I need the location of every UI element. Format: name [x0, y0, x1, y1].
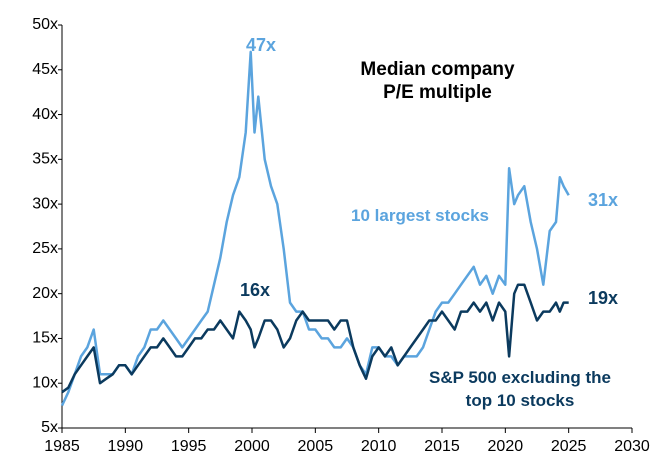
series-line	[60, 50, 570, 407]
series-line	[61, 283, 569, 394]
y-tick-label: 50x	[32, 16, 58, 33]
x-tick-label: 1990	[108, 438, 144, 455]
y-tick-label: 10x	[32, 374, 58, 391]
y-tick-label: 35x	[32, 151, 58, 168]
y-tick-label: 25x	[32, 240, 58, 257]
y-tick-label: 45x	[32, 61, 58, 78]
x-tick-label: 2015	[424, 438, 460, 455]
x-tick-label: 2025	[551, 438, 587, 455]
y-tick-label: 20x	[32, 285, 58, 302]
x-tick-label: 2020	[488, 438, 524, 455]
annotation: 16x	[239, 280, 271, 300]
y-tick-label: 40x	[32, 106, 58, 123]
annotation: 19x	[587, 288, 619, 308]
y-tick-label: 30x	[32, 195, 58, 212]
x-tick-label: 2000	[234, 438, 270, 455]
y-tick-label: 5x	[41, 419, 58, 436]
y-tick-label: 15x	[32, 330, 58, 347]
annotation: 31x	[587, 190, 619, 210]
x-tick-label: 2030	[614, 438, 650, 455]
annotation: 10 largest stocks	[351, 206, 489, 225]
x-tick-label: 1985	[44, 438, 80, 455]
annotation: 47x	[245, 35, 277, 55]
x-tick-label: 2010	[361, 438, 397, 455]
chart-title: Median company P/E multiple	[360, 59, 515, 103]
x-tick-label: 2005	[298, 438, 334, 455]
annotation: S&P 500 excluding the top 10 stocks	[428, 368, 612, 410]
x-tick-label: 1995	[171, 438, 207, 455]
